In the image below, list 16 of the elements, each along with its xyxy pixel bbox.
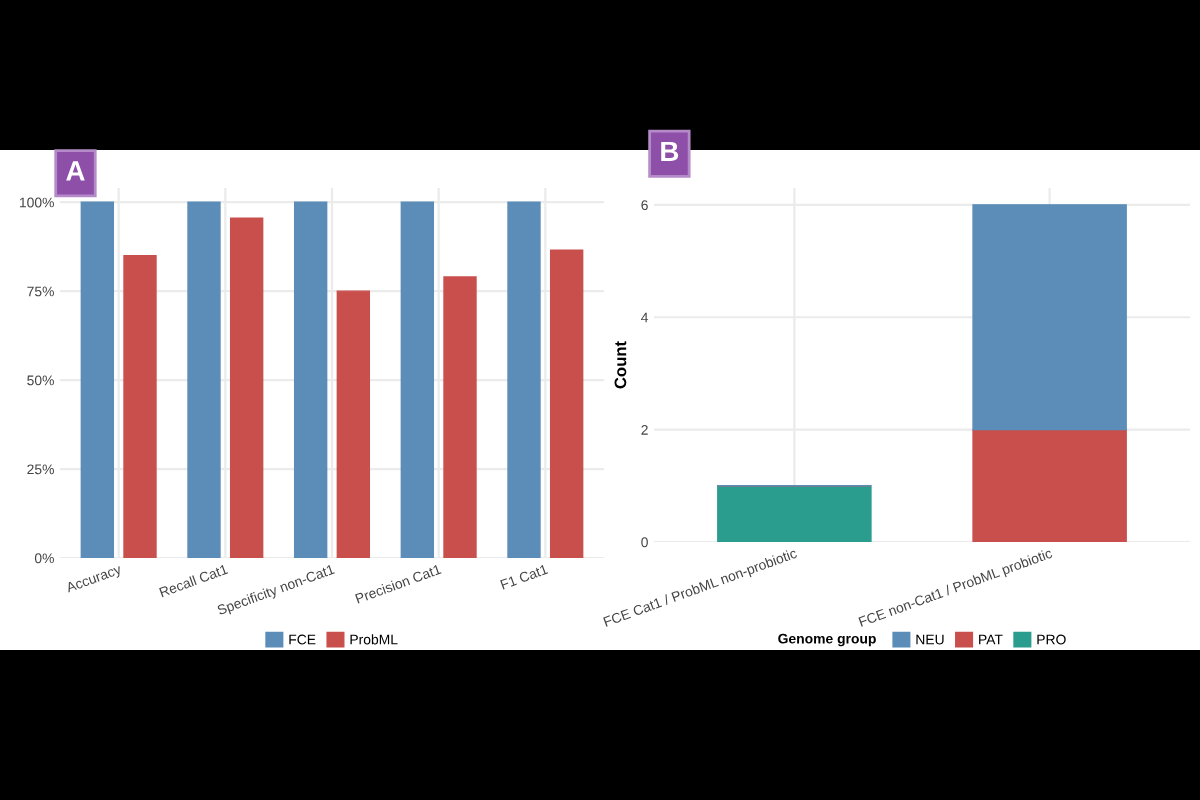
bar (507, 201, 541, 558)
bar (400, 201, 435, 558)
bar (336, 290, 371, 558)
bar (972, 428, 1127, 542)
bar (443, 276, 477, 558)
bar (187, 201, 221, 558)
bar (293, 201, 328, 558)
bar (229, 217, 264, 558)
bar (717, 485, 872, 542)
y-axis-title: Count (614, 341, 627, 389)
bar (972, 204, 1127, 431)
bar (549, 249, 584, 558)
text: A (66, 161, 85, 181)
bar (80, 201, 115, 558)
text: B (661, 141, 679, 161)
bar (123, 254, 157, 558)
